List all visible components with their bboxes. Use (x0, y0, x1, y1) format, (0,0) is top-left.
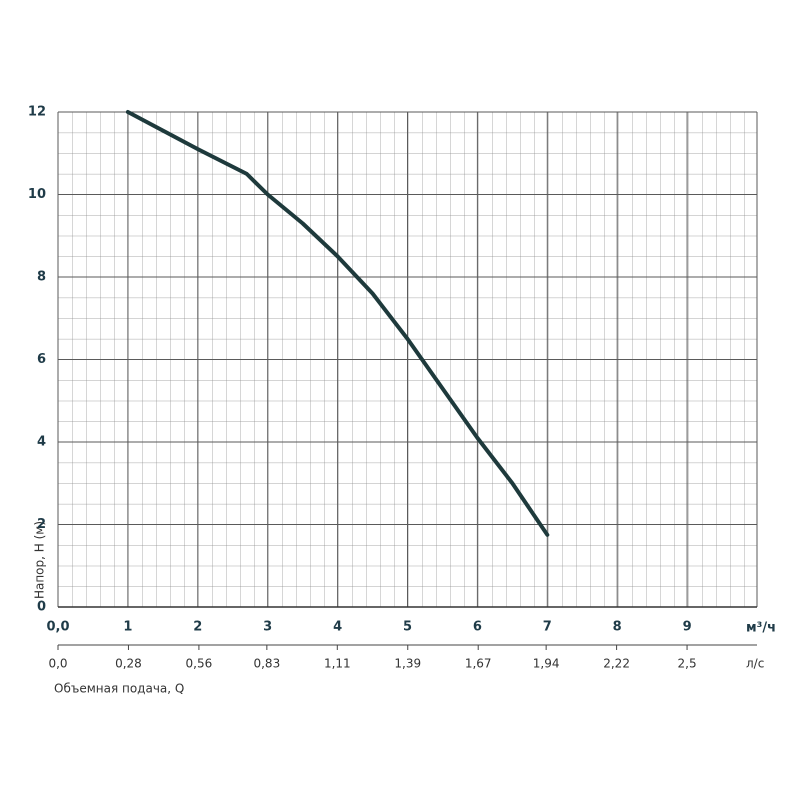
x-unit: м³/ч (746, 621, 776, 636)
y-tick-label: 10 (28, 187, 46, 202)
x-tick-label: 3 (263, 620, 272, 635)
x2-tick-label: 0,83 (253, 657, 280, 671)
x-axis-title: Объемная подача, Q (54, 682, 184, 696)
x2-tick-label: 0,28 (115, 657, 142, 671)
y-tick-label: 4 (37, 435, 46, 450)
x2-unit: л/с (746, 657, 764, 671)
x-tick-label: 4 (333, 620, 342, 635)
x-tick-label: 9 (683, 620, 692, 635)
y-tick-label: 6 (37, 352, 46, 367)
x-tick-label: 7 (543, 620, 552, 635)
x2-tick-label: 1,94 (533, 657, 560, 671)
x2-tick-label: 1,11 (324, 657, 351, 671)
x2-tick-label: 2,22 (603, 657, 630, 671)
x-tick-label: 6 (473, 620, 482, 635)
x-tick-label: 8 (613, 620, 622, 635)
y-tick-label: 8 (37, 270, 46, 285)
y-tick-label: 12 (28, 105, 46, 120)
x-tick-label: 5 (403, 620, 412, 635)
x2-tick-label: 2,5 (678, 657, 697, 671)
y-tick-label: 2 (37, 517, 46, 532)
y-axis-title: Напор, H (м) (33, 521, 47, 599)
x-tick-label: 2 (193, 620, 202, 635)
curve (125, 110, 550, 537)
x-tick-label: 1 (123, 620, 132, 635)
x2-tick-label: 0,56 (186, 657, 213, 671)
y-tick-label: 0 (37, 600, 46, 615)
x2-tick-label: 1,39 (394, 657, 421, 671)
x2-tick-label: 0,0 (48, 657, 67, 671)
x-tick-label: 0,0 (46, 620, 69, 635)
x2-tick-label: 1,67 (465, 657, 492, 671)
